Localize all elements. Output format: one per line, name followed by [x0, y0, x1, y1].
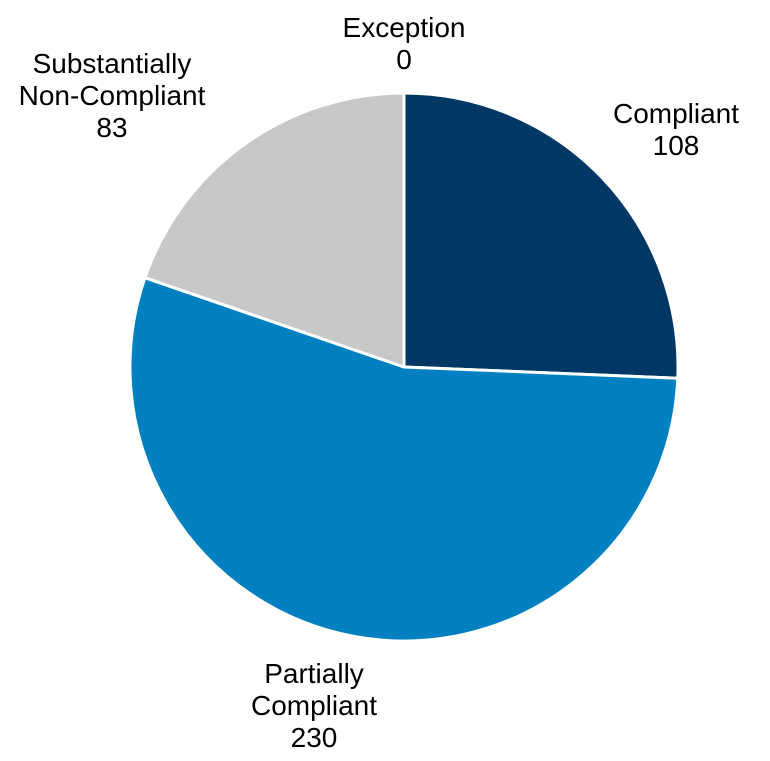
slice-value: 230	[291, 722, 338, 753]
label-exception: Exception 0	[343, 12, 466, 75]
slice-name: Non-Compliant	[19, 80, 206, 111]
label-compliant: Compliant 108	[613, 98, 739, 161]
slice-partially-compliant	[128, 276, 680, 643]
slice-name: Substantially	[33, 48, 192, 79]
slice-name: Compliant	[613, 98, 739, 129]
slice-name: Exception	[343, 12, 466, 43]
slice-value: 0	[396, 44, 412, 75]
slice-substantially-non-compliant	[143, 91, 406, 369]
pie-slices	[128, 91, 680, 643]
slice-compliant	[402, 91, 680, 380]
slice-name: Compliant	[251, 690, 377, 721]
slice-value: 108	[653, 130, 700, 161]
label-partially-compliant: Partially Compliant 230	[251, 658, 377, 753]
slice-name: Partially	[264, 658, 364, 689]
label-substantially-non-compliant: Substantially Non-Compliant 83	[19, 48, 206, 143]
slice-value: 83	[96, 112, 127, 143]
